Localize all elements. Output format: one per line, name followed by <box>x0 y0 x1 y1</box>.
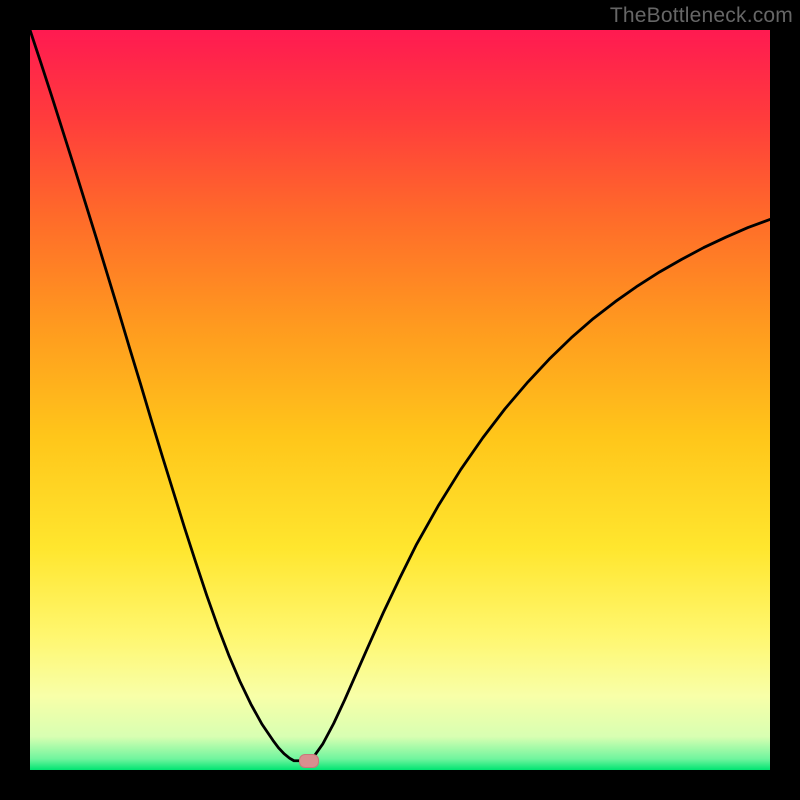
bottleneck-curve <box>30 30 770 770</box>
chart-container: TheBottleneck.com <box>0 0 800 800</box>
plot-area <box>30 30 770 770</box>
watermark-label: TheBottleneck.com <box>610 4 793 28</box>
optimum-marker <box>299 754 319 768</box>
